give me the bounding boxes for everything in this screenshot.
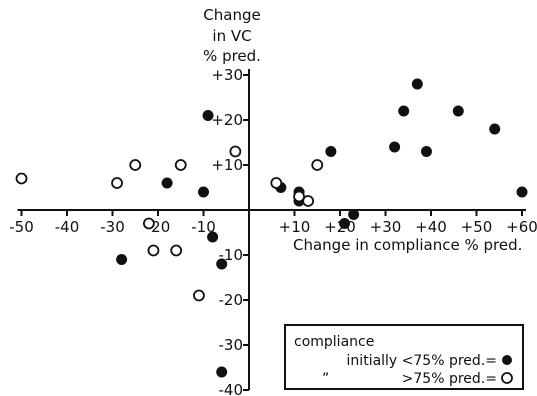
- data-point-open: [270, 177, 283, 189]
- data-point-filled: [216, 258, 228, 270]
- y-tick-label: +30: [211, 66, 243, 84]
- data-point-open: [311, 159, 324, 171]
- legend-marker-open: [501, 372, 513, 384]
- data-point-open: [129, 159, 142, 171]
- x-tick-label: +10: [279, 218, 311, 236]
- data-point-open: [170, 244, 183, 257]
- legend-label-open: >75% pred.=: [402, 371, 497, 387]
- data-point-filled: [116, 254, 128, 265]
- data-point-open: [147, 244, 160, 257]
- data-point-filled: [516, 186, 528, 198]
- x-tick-label: +50: [461, 218, 493, 236]
- y-tick-label: -20: [219, 291, 244, 309]
- data-point-filled: [398, 105, 410, 117]
- y-tick-label: -30: [219, 336, 244, 354]
- data-point-open: [302, 195, 315, 207]
- x-ticks: -50 -40 -30 -20 -10 +10 +20 +30 +40 +50 +60: [9, 210, 537, 236]
- y-tick-label: +20: [211, 111, 243, 129]
- data-point-filled: [489, 123, 501, 135]
- x-tick-label: -50: [9, 218, 34, 236]
- x-tick-label: -30: [100, 218, 125, 236]
- legend-marker-filled: [502, 355, 512, 365]
- x-axis-title: Change in compliance % pred.: [293, 236, 522, 254]
- y-axis-title: Change in VC % pred.: [203, 6, 261, 65]
- y-axis-title-line-1: Change: [203, 6, 260, 24]
- y-axis-title-line-2: in VC: [212, 27, 251, 45]
- y-tick-label: +10: [211, 156, 243, 174]
- data-point-filled: [207, 231, 219, 243]
- legend-ditto: ”: [322, 371, 329, 387]
- data-point-filled: [411, 78, 423, 90]
- data-point-open: [15, 172, 28, 185]
- x-tick-label: +60: [506, 218, 537, 236]
- x-tick-label: -10: [191, 218, 216, 236]
- axes: [17, 69, 526, 390]
- data-point-filled: [161, 177, 173, 189]
- data-point-filled: [325, 146, 337, 157]
- x-tick-label: +40: [415, 218, 447, 236]
- x-tick-label: -40: [55, 218, 80, 236]
- y-tick-label: -40: [219, 381, 244, 396]
- legend-label-filled: initially <75% pred.=: [347, 353, 497, 369]
- data-point-filled: [389, 141, 401, 153]
- legend-box: [284, 324, 524, 390]
- data-point-open: [293, 190, 305, 203]
- data-point-filled: [339, 218, 351, 229]
- legend: compliance initially <75% pred.= ” >75% …: [284, 324, 524, 390]
- data-point-open: [229, 145, 242, 158]
- data-points: [15, 78, 528, 378]
- legend-title: compliance: [294, 334, 374, 350]
- data-point-open: [174, 159, 187, 171]
- data-point-filled: [420, 146, 432, 157]
- data-point-filled: [452, 105, 464, 117]
- x-tick-label: +30: [370, 218, 402, 236]
- data-point-filled: [216, 366, 228, 378]
- data-point-filled: [202, 110, 214, 121]
- data-point-filled: [348, 209, 360, 220]
- data-point-open: [142, 217, 155, 230]
- y-ticks: +30+20+10-10-20-30-40: [211, 66, 249, 396]
- data-point-open: [111, 177, 123, 189]
- y-axis-title-line-3: % pred.: [203, 47, 261, 65]
- data-point-filled: [198, 186, 209, 198]
- data-point-open: [193, 289, 205, 302]
